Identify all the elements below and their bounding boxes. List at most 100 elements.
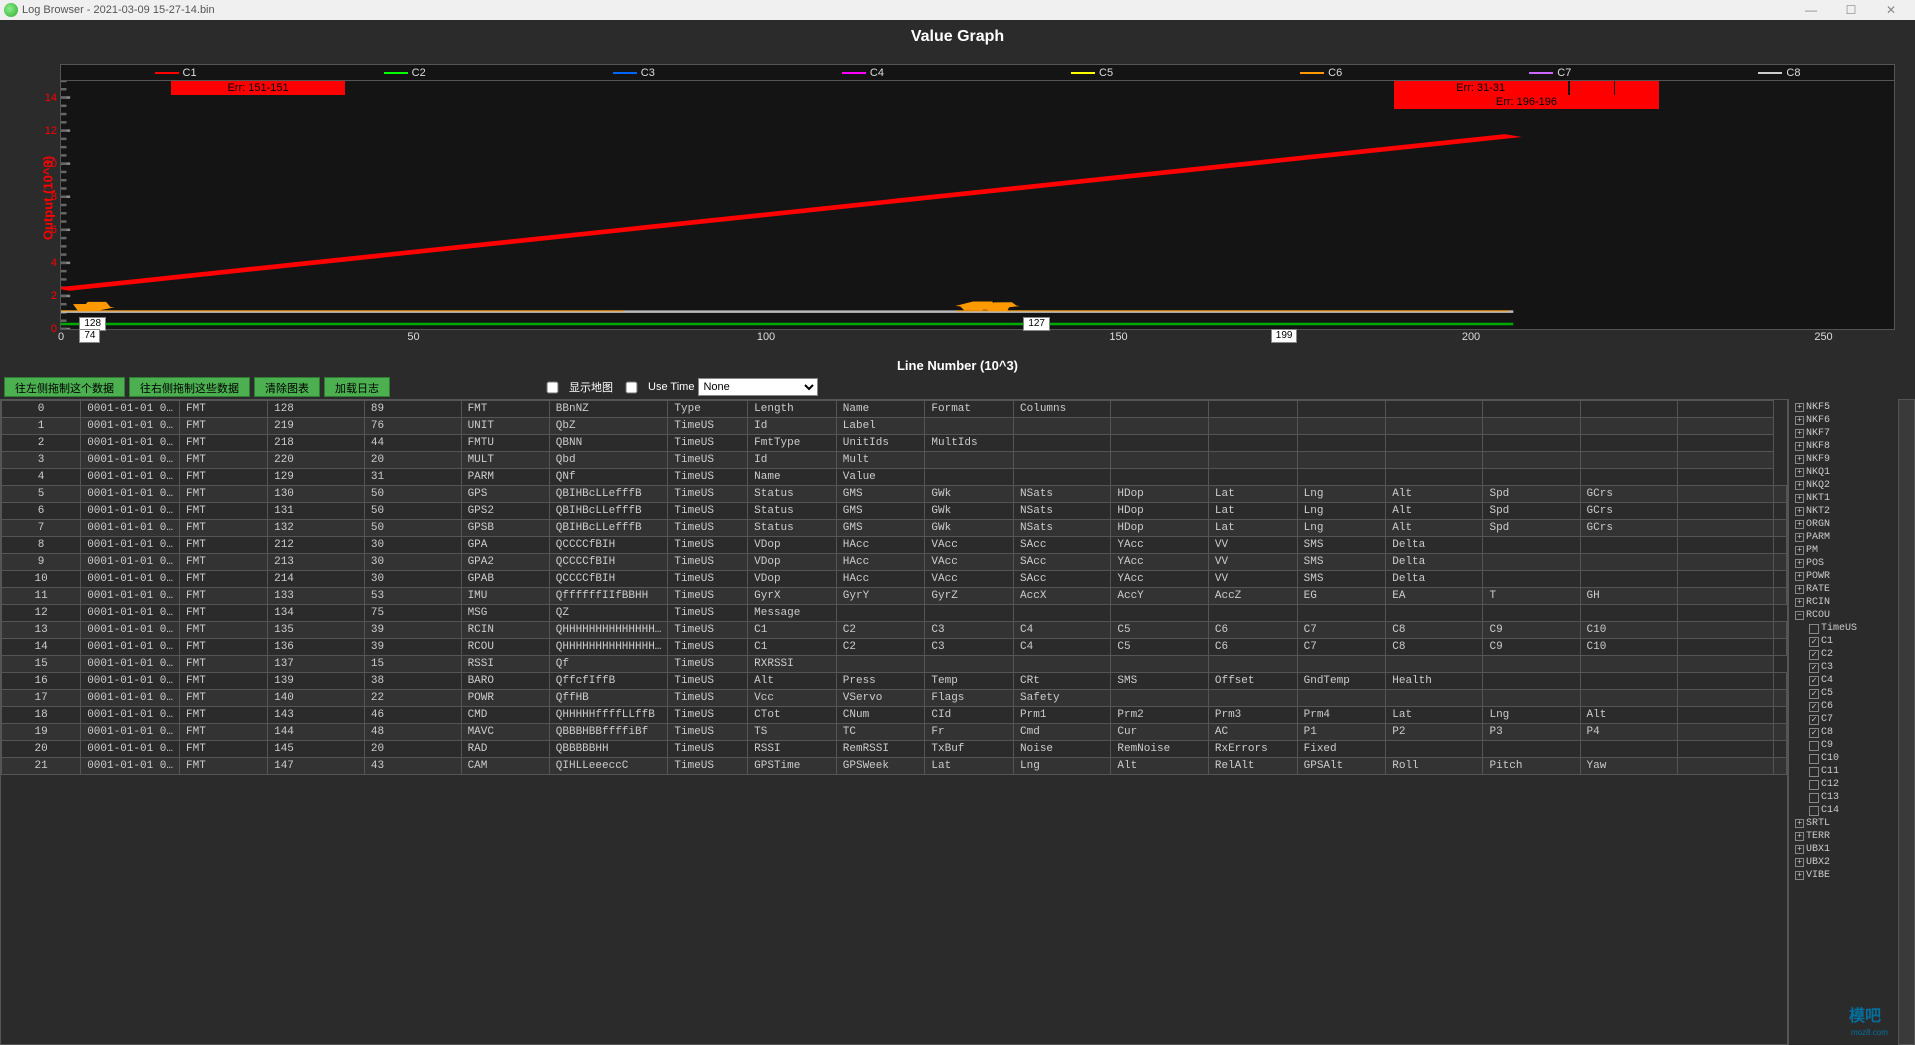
legend-item[interactable]: C1 (61, 65, 290, 80)
clear-chart-button[interactable]: 清除图表 (254, 377, 320, 397)
checkbox-icon[interactable]: ✓ (1809, 715, 1819, 725)
checkbox-icon[interactable]: ✓ (1809, 650, 1819, 660)
tree-item[interactable]: +NKF6 (1791, 414, 1896, 427)
expand-icon[interactable]: + (1795, 546, 1804, 555)
expand-icon[interactable]: + (1795, 442, 1804, 451)
table-row[interactable]: 120001-01-01 0…FMT13475MSGQZTimeUSMessag… (2, 605, 1787, 622)
expand-icon[interactable]: + (1795, 572, 1804, 581)
table-row[interactable]: 30001-01-01 0…FMT22020MULTQbdTimeUSIdMul… (2, 452, 1787, 469)
checkbox-icon[interactable] (1809, 806, 1819, 816)
tree-item[interactable]: +NKT2 (1791, 505, 1896, 518)
table-row[interactable]: 50001-01-01 0…FMT13050GPSQBIHBcLLefffBTi… (2, 486, 1787, 503)
expand-icon[interactable]: + (1795, 481, 1804, 490)
table-row[interactable]: 10001-01-01 0…FMT21976UNITQbZTimeUSIdLab… (2, 418, 1787, 435)
checkbox-icon[interactable]: ✓ (1809, 702, 1819, 712)
tree-item[interactable]: +SRTL (1791, 817, 1896, 830)
legend-item[interactable]: C3 (519, 65, 748, 80)
table-row[interactable]: 20001-01-01 0…FMT21844FMTUQBNNTimeUSFmtT… (2, 435, 1787, 452)
table-row[interactable]: 210001-01-01 0…FMT14743CAMQIHLLeeeccCTim… (2, 758, 1787, 775)
tree-item[interactable]: +PARM (1791, 531, 1896, 544)
legend-item[interactable]: C8 (1665, 65, 1894, 80)
table-row[interactable]: 160001-01-01 0…FMT13938BAROQffcfIffBTime… (2, 673, 1787, 690)
tree-child-item[interactable]: ✓C1 (1791, 635, 1896, 648)
table-row[interactable]: 110001-01-01 0…FMT13353IMUQffffffIIfBBHH… (2, 588, 1787, 605)
tree-item[interactable]: −RCOU (1791, 609, 1896, 622)
table-row[interactable]: 200001-01-01 0…FMT14520RADQBBBBBHHTimeUS… (2, 741, 1787, 758)
chart-plot[interactable]: 02468101214050100150200250Err: 151-151Er… (60, 80, 1895, 330)
tree-scrollbar[interactable] (1898, 399, 1915, 1045)
tree-child-item[interactable]: ✓C8 (1791, 726, 1896, 739)
checkbox-icon[interactable] (1809, 793, 1819, 803)
load-log-button[interactable]: 加载日志 (324, 377, 390, 397)
legend-item[interactable]: C5 (978, 65, 1207, 80)
expand-icon[interactable]: + (1795, 871, 1804, 880)
expand-icon[interactable]: + (1795, 845, 1804, 854)
collapse-icon[interactable]: − (1795, 611, 1804, 620)
checkbox-icon[interactable] (1809, 741, 1819, 751)
tree-item[interactable]: +TERR (1791, 830, 1896, 843)
legend-item[interactable]: C2 (290, 65, 519, 80)
tree-child-item[interactable]: ✓C6 (1791, 700, 1896, 713)
tree-child-item[interactable]: C9 (1791, 739, 1896, 752)
drag-right-button[interactable]: 往右侧拖制这些数据 (129, 377, 250, 397)
tree-item[interactable]: +NKF7 (1791, 427, 1896, 440)
checkbox-icon[interactable]: ✓ (1809, 689, 1819, 699)
tree-item[interactable]: +NKF5 (1791, 401, 1896, 414)
show-map-checkbox[interactable] (547, 381, 559, 393)
table-row[interactable]: 140001-01-01 0…FMT13639RCOUQHHHHHHHHHHHH… (2, 639, 1787, 656)
checkbox-icon[interactable] (1809, 754, 1819, 764)
tree-item[interactable]: +RCIN (1791, 596, 1896, 609)
tree-child-item[interactable]: ✓C2 (1791, 648, 1896, 661)
tree-item[interactable]: +VIBE (1791, 869, 1896, 882)
tree-item[interactable]: +POWR (1791, 570, 1896, 583)
tree-item[interactable]: +ORGN (1791, 518, 1896, 531)
tree-child-item[interactable]: C13 (1791, 791, 1896, 804)
expand-icon[interactable]: + (1795, 858, 1804, 867)
tree-item[interactable]: +RATE (1791, 583, 1896, 596)
legend-item[interactable]: C6 (1207, 65, 1436, 80)
expand-icon[interactable]: + (1795, 507, 1804, 516)
legend-item[interactable]: C7 (1436, 65, 1665, 80)
expand-icon[interactable]: + (1795, 468, 1804, 477)
table-row[interactable]: 180001-01-01 0…FMT14346CMDQHHHHHffffLLff… (2, 707, 1787, 724)
tree-child-item[interactable]: ✓C3 (1791, 661, 1896, 674)
expand-icon[interactable]: + (1795, 832, 1804, 841)
tree-item[interactable]: +NKF8 (1791, 440, 1896, 453)
checkbox-icon[interactable]: ✓ (1809, 663, 1819, 673)
tree-child-item[interactable]: ✓C5 (1791, 687, 1896, 700)
minimize-button[interactable]: — (1791, 3, 1831, 17)
checkbox-icon[interactable]: ✓ (1809, 637, 1819, 647)
table-row[interactable]: 00001-01-01 0…FMT12889FMTBBnNZTypeLength… (2, 401, 1787, 418)
checkbox-icon[interactable]: ✓ (1809, 676, 1819, 686)
tree-child-item[interactable]: C10 (1791, 752, 1896, 765)
data-table-wrap[interactable]: 00001-01-01 0…FMT12889FMTBBnNZTypeLength… (0, 399, 1788, 1045)
table-row[interactable]: 70001-01-01 0…FMT13250GPSBQBIHBcLLefffBT… (2, 520, 1787, 537)
expand-icon[interactable]: + (1795, 533, 1804, 542)
table-row[interactable]: 170001-01-01 0…FMT14022POWRQffHBTimeUSVc… (2, 690, 1787, 707)
tree-child-item[interactable]: ✓C7 (1791, 713, 1896, 726)
tree-item[interactable]: +PM (1791, 544, 1896, 557)
table-row[interactable]: 40001-01-01 0…FMT12931PARMQNfTimeUSNameV… (2, 469, 1787, 486)
table-row[interactable]: 80001-01-01 0…FMT21230GPAQCCCCfBIHTimeUS… (2, 537, 1787, 554)
expand-icon[interactable]: + (1795, 598, 1804, 607)
expand-icon[interactable]: + (1795, 455, 1804, 464)
tree-child-item[interactable]: C14 (1791, 804, 1896, 817)
legend-item[interactable]: C4 (748, 65, 977, 80)
tree-panel[interactable]: +NKF5+NKF6+NKF7+NKF8+NKF9+NKQ1+NKQ2+NKT1… (1788, 399, 1898, 1045)
table-row[interactable]: 60001-01-01 0…FMT13150GPS2QBIHBcLLefffBT… (2, 503, 1787, 520)
drag-left-button[interactable]: 往左侧拖制这个数据 (4, 377, 125, 397)
expand-icon[interactable]: + (1795, 520, 1804, 529)
checkbox-icon[interactable] (1809, 767, 1819, 777)
tree-child-item[interactable]: C12 (1791, 778, 1896, 791)
tree-item[interactable]: +NKF9 (1791, 453, 1896, 466)
expand-icon[interactable]: + (1795, 559, 1804, 568)
tree-item[interactable]: +NKT1 (1791, 492, 1896, 505)
expand-icon[interactable]: + (1795, 429, 1804, 438)
tree-child-item[interactable]: ✓C4 (1791, 674, 1896, 687)
table-row[interactable]: 100001-01-01 0…FMT21430GPABQCCCCfBIHTime… (2, 571, 1787, 588)
checkbox-icon[interactable] (1809, 624, 1819, 634)
tree-child-item[interactable]: TimeUS (1791, 622, 1896, 635)
use-time-checkbox[interactable] (626, 381, 638, 393)
table-row[interactable]: 190001-01-01 0…FMT14448MAVCQBBBHBBffffiB… (2, 724, 1787, 741)
close-button[interactable]: ✕ (1871, 3, 1911, 17)
